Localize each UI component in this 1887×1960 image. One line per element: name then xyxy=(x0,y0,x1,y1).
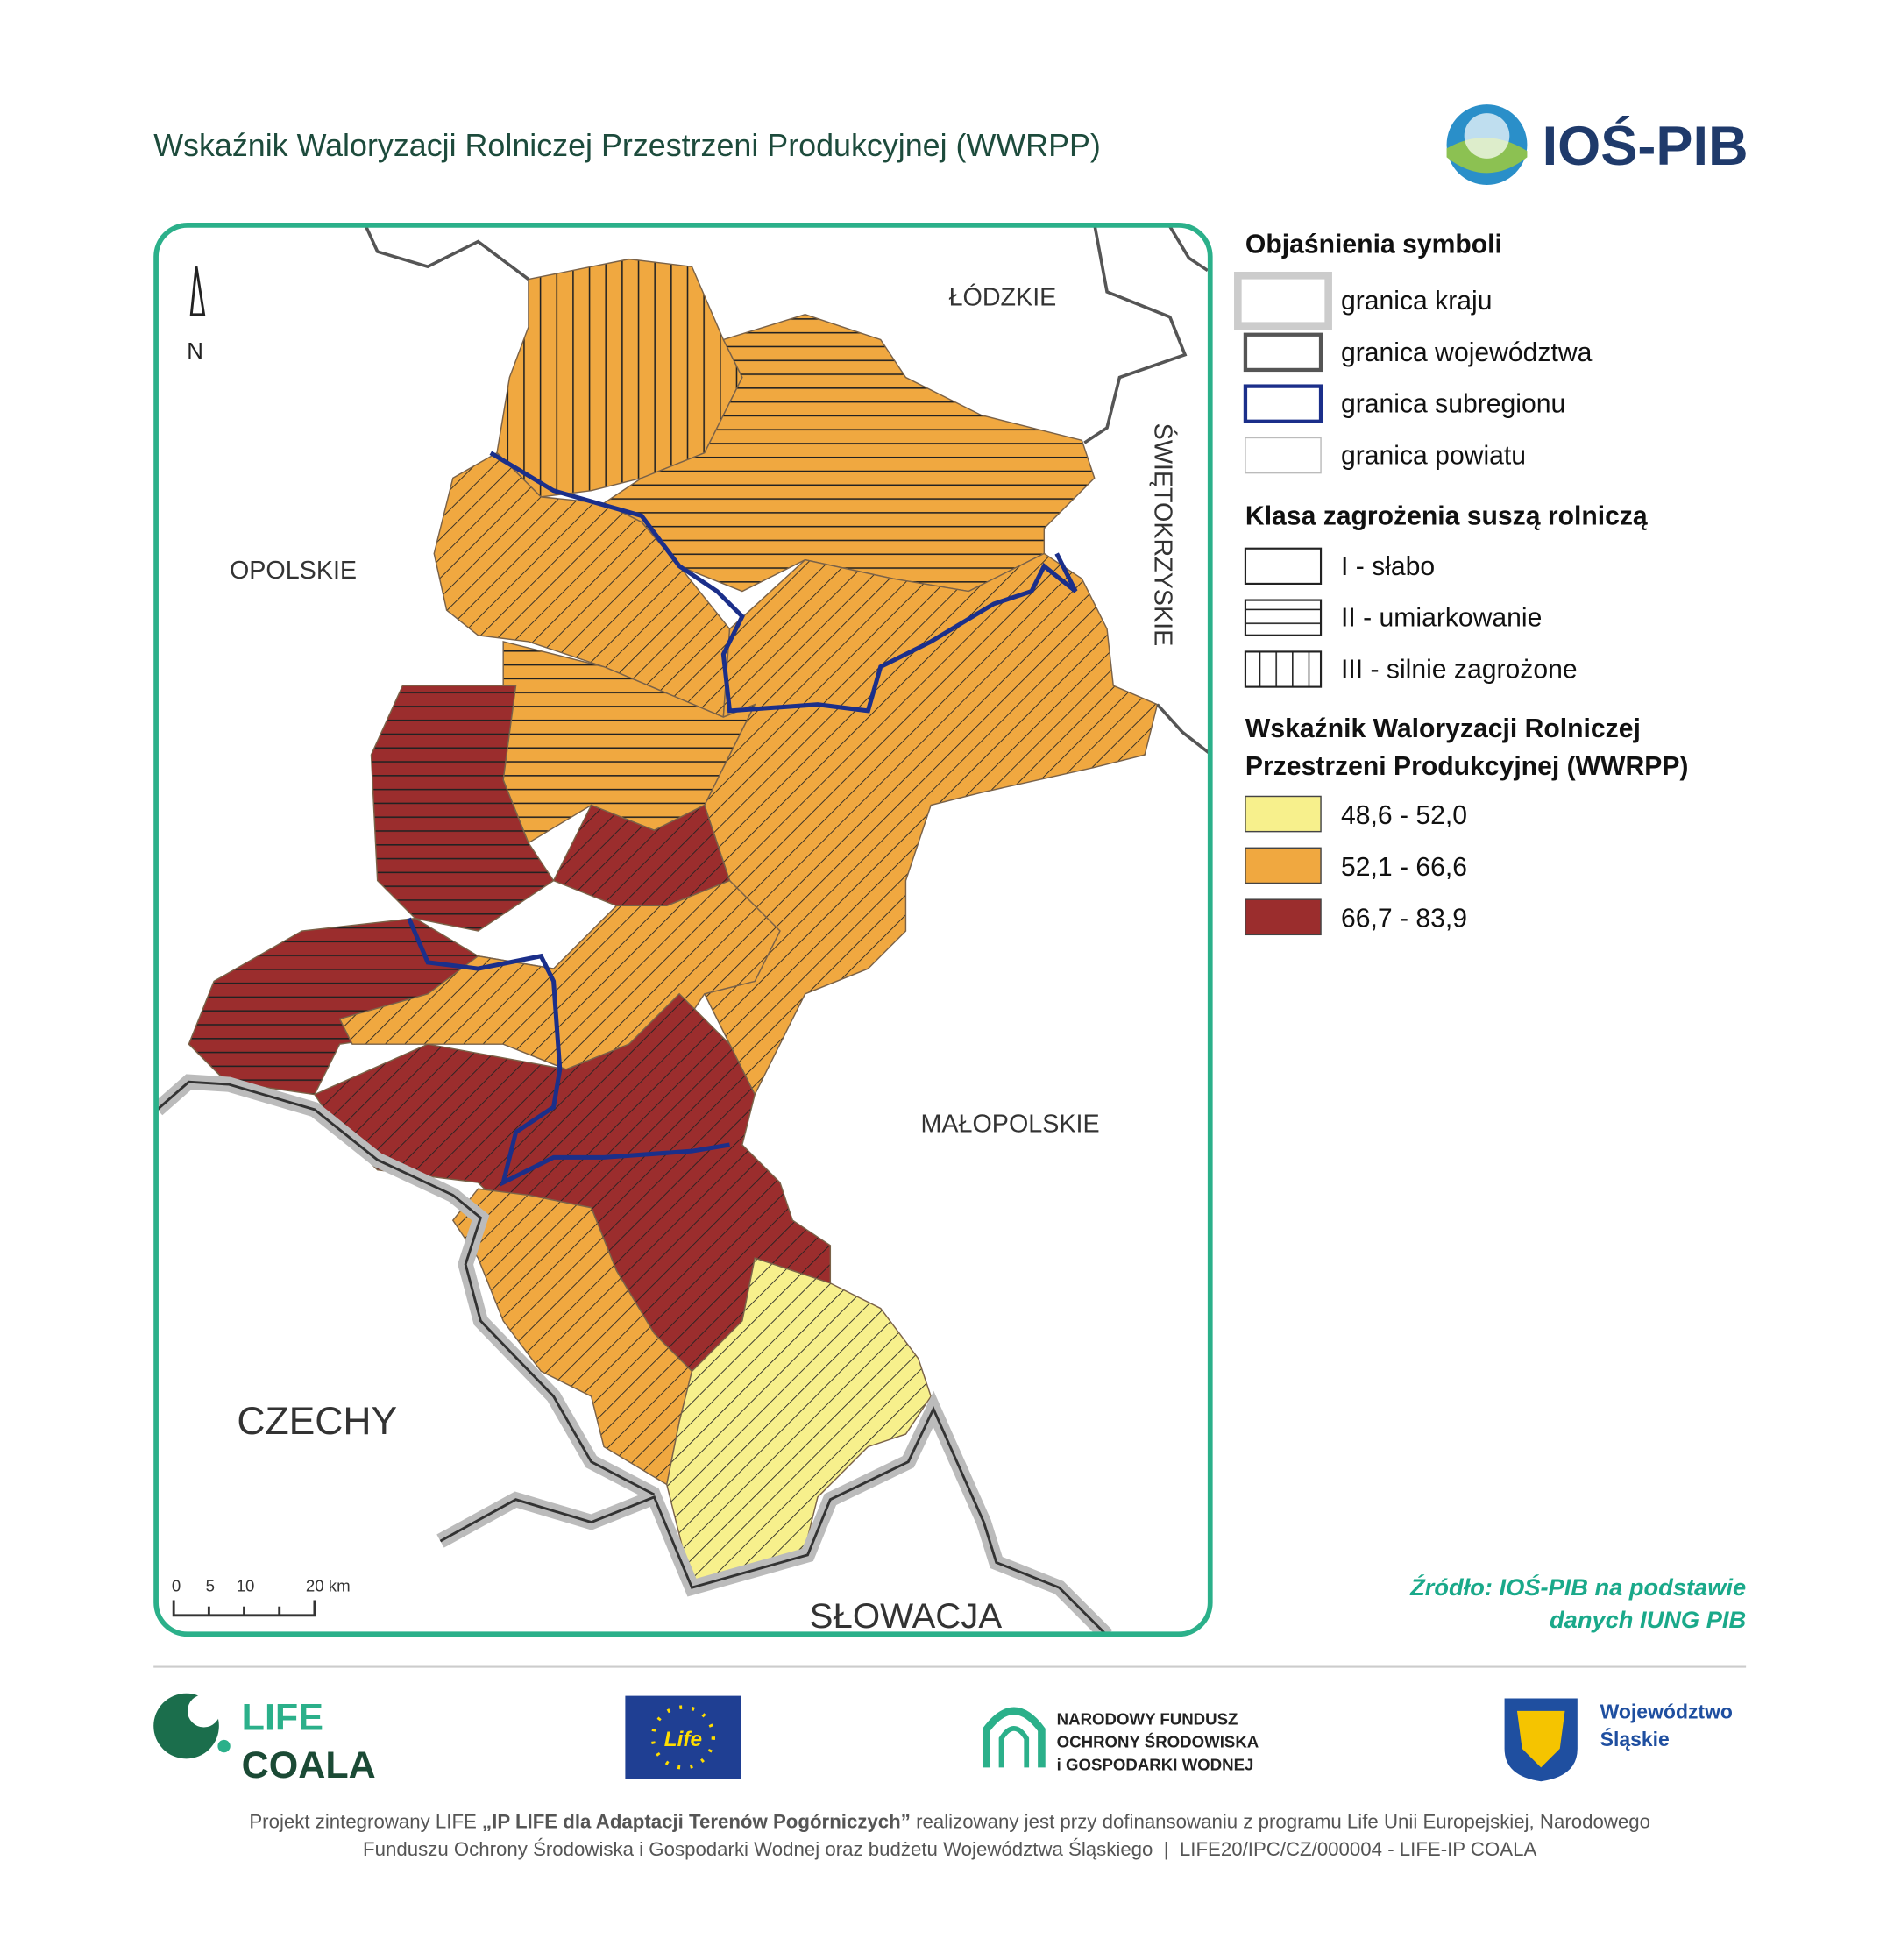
region-label: OPOLSKIE xyxy=(230,557,357,585)
region-hatch xyxy=(703,552,1159,1097)
legend-item: granica subregionu xyxy=(1341,390,1565,419)
country-label: SŁOWACJA xyxy=(810,1596,1003,1636)
legend-item: II - umiarkowanie xyxy=(1341,604,1542,633)
footer-text-bold: „IP LIFE dla Adaptacji Terenów Pogórnicz… xyxy=(482,1810,911,1832)
scale-label: 10 xyxy=(237,1576,255,1594)
swatch xyxy=(1245,898,1322,936)
north-arrow: N xyxy=(187,266,206,364)
swatch xyxy=(1245,437,1322,474)
nfos-text: i GOSPODARKI WODNEJ xyxy=(1057,1755,1254,1773)
legend-title: Klasa zagrożenia suszą rolniczą xyxy=(1245,501,1648,530)
footer-text-part: realizowany jest przy dofinansowaniu z p… xyxy=(911,1810,1650,1832)
nfos-text: OCHRONY ŚRODOWISKA xyxy=(1057,1732,1259,1751)
scale-label: 0 xyxy=(172,1576,181,1594)
source: danych IUNG PIB xyxy=(1550,1606,1746,1633)
legend: Objaśnienia symboli granica kraju granic… xyxy=(1234,230,1689,936)
swatch xyxy=(1245,795,1322,833)
footer-text: Funduszu Ochrony Środowiska i Gospodarki… xyxy=(363,1838,1536,1860)
eu-logo: Life xyxy=(625,1695,741,1779)
legend-item: 66,7 - 83,9 xyxy=(1341,905,1467,934)
legend-item: 52,1 - 66,6 xyxy=(1341,853,1467,882)
map-frame xyxy=(153,223,1213,1637)
logo-text: IOŚ-PIB xyxy=(1543,116,1749,177)
legend-item: granica województwa xyxy=(1341,338,1593,367)
life-text: LIFE xyxy=(242,1696,323,1738)
region-label: ŚWIĘTOKRZYSKIE xyxy=(1149,423,1179,647)
legend-title: Wskaźnik Waloryzacji Rolniczej xyxy=(1245,714,1641,743)
north-label: N xyxy=(187,339,203,364)
ios-logo: IOŚ-PIB xyxy=(1446,104,1749,185)
scale-label: 20 km xyxy=(306,1576,351,1594)
country-label: CZECHY xyxy=(237,1400,397,1443)
region-label: ŁÓDZKIE xyxy=(949,283,1057,312)
swatch xyxy=(1245,847,1322,884)
nfos-text: NARODOWY FUNDUSZ xyxy=(1057,1710,1238,1729)
legend-item: III - silnie zagrożone xyxy=(1341,656,1578,685)
footer-text-part: Projekt zintegrowany LIFE xyxy=(249,1810,482,1832)
legend-item: granica powiatu xyxy=(1341,442,1526,471)
title: Wskaźnik Waloryzacji Rolniczej Przestrze… xyxy=(153,128,1101,163)
eu-life-text: Life xyxy=(664,1728,702,1751)
footer-text: Projekt zintegrowany LIFE „IP LIFE dla A… xyxy=(249,1810,1650,1832)
coala-text: COALA xyxy=(242,1744,376,1786)
swatch xyxy=(1244,547,1323,585)
source: Źródło: IOŚ-PIB na podstawie xyxy=(1409,1573,1746,1601)
region-label: MAŁOPOLSKIE xyxy=(921,1111,1100,1139)
swatch xyxy=(1234,271,1332,330)
wojewodztwo-logo: Województwo Śląskie xyxy=(1504,1698,1733,1782)
legend-item: 48,6 - 52,0 xyxy=(1341,801,1467,830)
life-logo: LIFE COALA xyxy=(153,1693,376,1786)
wojewodztwo-text: Województwo xyxy=(1600,1700,1733,1722)
subregion-border xyxy=(489,451,1078,714)
scale-bar: 0 5 10 20 km xyxy=(172,1576,351,1617)
legend-title: Objaśnienia symboli xyxy=(1245,230,1502,259)
legend-item: I - słabo xyxy=(1341,552,1435,581)
legend-title: Przestrzeni Produkcyjnej (WWRPP) xyxy=(1245,752,1689,781)
region-hatch xyxy=(370,685,555,932)
region-hatch xyxy=(666,1257,932,1587)
swatch xyxy=(1244,599,1323,636)
subregion-border xyxy=(407,917,730,1187)
scale-label: 5 xyxy=(206,1576,215,1594)
map xyxy=(157,226,1210,1633)
swatch xyxy=(1244,650,1323,688)
legend-item: granica kraju xyxy=(1341,287,1492,316)
swatch xyxy=(1243,332,1323,373)
wojewodztwo-text: Śląskie xyxy=(1600,1728,1670,1751)
nfos-logo: NARODOWY FUNDUSZ OCHRONY ŚRODOWISKA i GO… xyxy=(982,1707,1259,1773)
swatch xyxy=(1243,384,1323,423)
